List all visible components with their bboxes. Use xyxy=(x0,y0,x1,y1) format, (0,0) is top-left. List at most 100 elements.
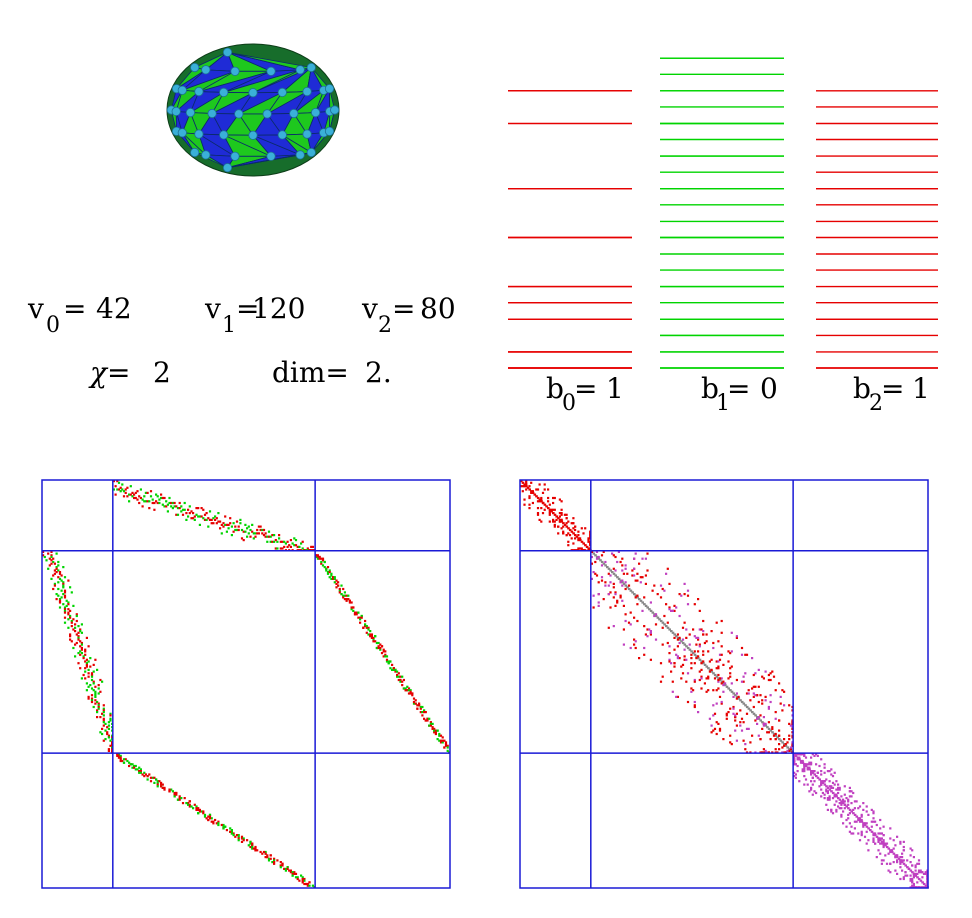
matrix-entry-36 xyxy=(128,493,131,496)
matrix-entry-26 xyxy=(52,560,55,564)
matrix-entry-138 xyxy=(63,608,67,611)
matrix-entry-239 xyxy=(922,882,926,886)
matrix-entry-373 xyxy=(269,540,272,543)
matrix-entry-508 xyxy=(321,559,325,562)
matrix-entry-1219 xyxy=(794,763,797,766)
matrix-entry-1062 xyxy=(828,780,831,783)
matrix-entry-205 xyxy=(198,523,201,526)
matrix-entry-1170 xyxy=(799,761,803,764)
matrix-entry-1037 xyxy=(853,827,856,830)
matrix-entry-364 xyxy=(530,481,533,484)
matrix-entry-72 xyxy=(641,601,644,604)
matrix-entry-10 xyxy=(42,554,45,557)
matrix-entry-767 xyxy=(771,727,774,730)
matrix-entry-543 xyxy=(139,770,142,773)
matrix-entry-895 xyxy=(289,869,292,872)
v0-eq: = xyxy=(63,292,86,325)
matrix-entry-353 xyxy=(261,532,264,535)
matrix-entry-751 xyxy=(604,581,607,584)
matrix-entry-565 xyxy=(722,690,725,693)
matrix-entry-920 xyxy=(820,758,823,761)
matrix-entry-869 xyxy=(621,557,624,560)
matrix-entry-702 xyxy=(722,684,725,687)
matrix-entry-556 xyxy=(335,579,338,582)
matrix-entry-296 xyxy=(237,525,240,528)
matrix-entry-530 xyxy=(328,571,331,574)
matrix-entry-505 xyxy=(681,626,685,629)
v2-eq: = xyxy=(392,292,415,325)
matrix-entry-1046 xyxy=(848,790,851,793)
mesh-vertex-31 xyxy=(277,130,287,140)
matrix-entry-704 xyxy=(377,646,380,650)
matrix-entry-168 xyxy=(183,501,186,505)
matrix-entry-507 xyxy=(119,759,122,763)
matrix-entry-537 xyxy=(661,643,664,646)
matrix-entry-1077 xyxy=(863,835,867,838)
matrix-entry-176 xyxy=(816,776,820,779)
matrix-entry-72 xyxy=(143,495,146,498)
mesh-vertex-25 xyxy=(330,105,340,115)
matrix-entry-320 xyxy=(553,496,556,500)
matrix-entry-60 xyxy=(621,581,624,584)
matrix-entry-1060 xyxy=(815,763,818,766)
matrix-entry-81 xyxy=(656,616,660,619)
matrix-entry-1131 xyxy=(884,842,887,845)
matrix-entry-180 xyxy=(188,505,191,508)
matrix-entry-385 xyxy=(725,712,728,715)
matrix-entry-731 xyxy=(707,689,710,692)
matrix-entry-568 xyxy=(338,587,341,591)
matrix-entry-810 xyxy=(407,692,411,695)
matrix-entry-201 xyxy=(197,515,200,518)
matrix-entry-221 xyxy=(205,518,208,521)
matrix-entry-1102 xyxy=(870,825,873,828)
matrix-entry-833 xyxy=(259,850,262,854)
matrix-entry-8 xyxy=(116,480,119,483)
matrix-entry-724 xyxy=(382,650,385,653)
matrix-entry-809 xyxy=(251,844,254,847)
matrix-entry-109 xyxy=(703,663,707,666)
matrix-entry-1133 xyxy=(801,761,804,764)
matrix-entry-317 xyxy=(548,512,551,515)
matrix-entry-20 xyxy=(121,483,124,486)
matrix-entry-534 xyxy=(330,577,333,580)
matrix-entry-705 xyxy=(208,815,212,818)
matrix-entry-798 xyxy=(404,687,407,690)
matrix-entry-632 xyxy=(357,616,360,619)
matrix-entry-1201 xyxy=(885,842,889,845)
matrix-entry-431 xyxy=(729,741,732,744)
matrix-entry-1031 xyxy=(845,818,848,822)
matrix-entry-235 xyxy=(84,648,87,651)
matrix-entry-850 xyxy=(418,702,421,705)
matrix-entry-83 xyxy=(659,619,663,623)
matrix-entry-619 xyxy=(173,791,176,795)
matrix-entry-674 xyxy=(369,635,372,638)
matrix-entry-145 xyxy=(764,724,768,727)
matrix-entry-952 xyxy=(852,791,855,795)
matrix-entry-364 xyxy=(266,535,269,538)
matrix-entry-175 xyxy=(815,775,818,778)
matrix-entry-867 xyxy=(273,861,276,864)
matrix-entry-519 xyxy=(683,658,686,661)
matrix-entry-836 xyxy=(693,603,696,606)
matrix-frame xyxy=(519,479,929,889)
matrix-entry-670 xyxy=(367,628,370,631)
matrix-entry-206 xyxy=(867,827,870,830)
matrix-entry-898 xyxy=(431,726,434,729)
matrix-entry-1087 xyxy=(922,872,926,875)
matrix-entry-1028 xyxy=(804,763,808,766)
matrix-entry-919 xyxy=(793,761,796,764)
matrix-entry-262 xyxy=(84,660,87,663)
matrix-entry-711 xyxy=(210,817,213,820)
matrix-entry-162 xyxy=(67,618,70,621)
matrix-entry-84 xyxy=(148,500,151,503)
matrix-entry-1238 xyxy=(838,802,841,805)
matrix-entry-122 xyxy=(58,601,62,604)
matrix-entry-508 xyxy=(638,562,641,565)
matrix-entry-251 xyxy=(82,655,85,658)
matrix-entry-432 xyxy=(294,539,298,542)
matrix-entry-529 xyxy=(665,603,668,606)
matrix-entry-1080 xyxy=(843,785,846,788)
matrix-entry-383 xyxy=(734,719,737,722)
matrix-entry-886 xyxy=(697,598,700,601)
matrix-entry-565 xyxy=(151,776,154,779)
